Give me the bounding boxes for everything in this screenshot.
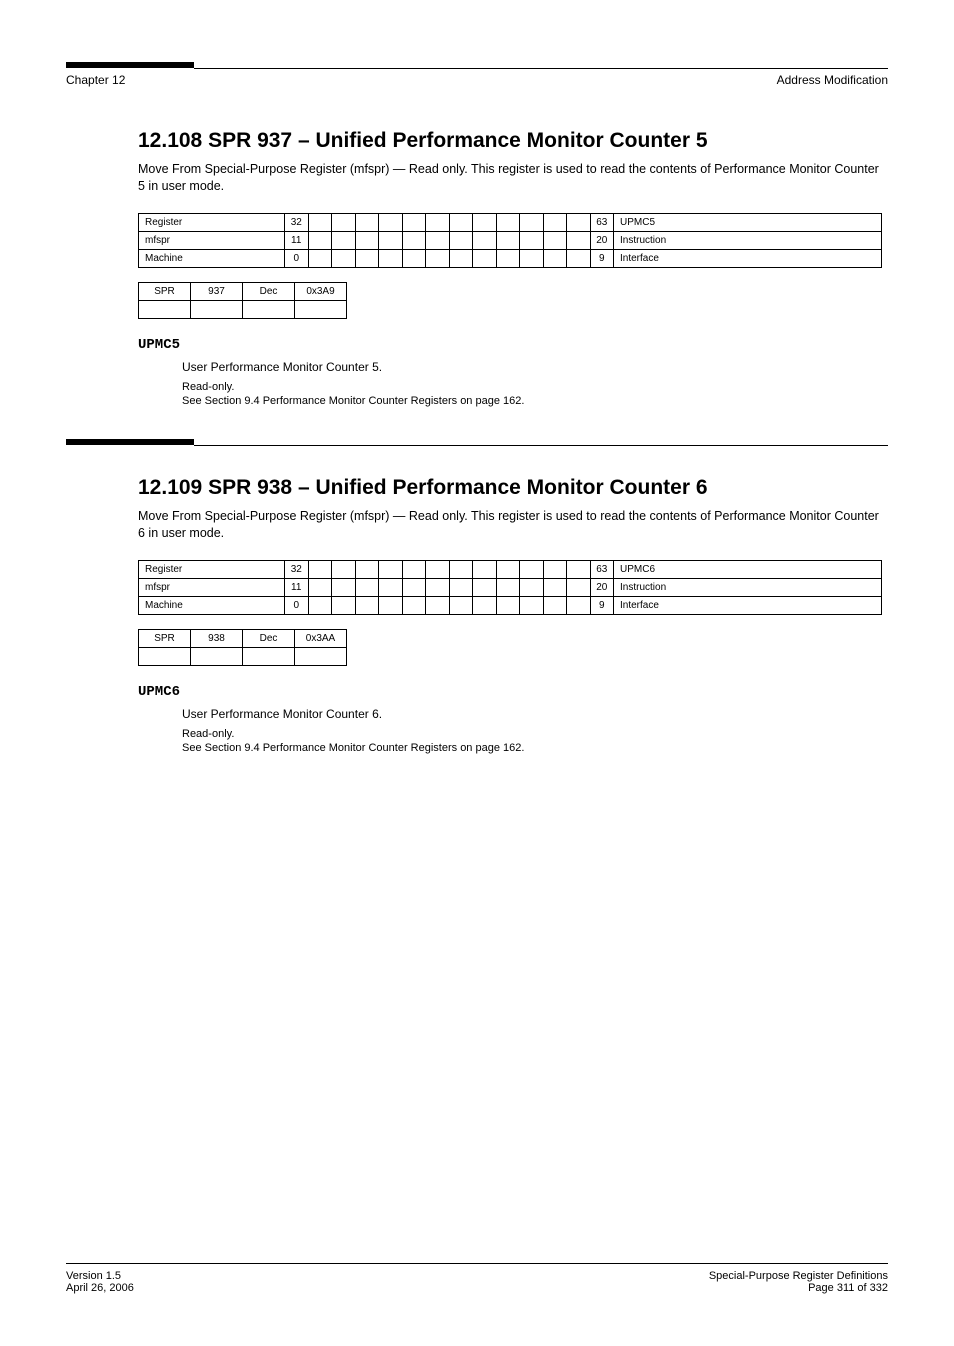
row-desc: Interface: [614, 249, 882, 267]
row-desc: Instruction: [614, 231, 882, 249]
field-name: UPMC6: [138, 684, 882, 700]
bit-cell: [567, 213, 591, 231]
bit-cell: [332, 213, 356, 231]
field-note: See Section 9.4 Performance Monitor Coun…: [182, 395, 882, 407]
bit-row: Machine 0 9 Interface: [139, 249, 882, 267]
row-label: Machine: [139, 596, 285, 614]
footer-chapter: Special-Purpose Register Definitions: [709, 1270, 888, 1282]
header-block: Chapter 12 Address Modification: [66, 62, 888, 87]
bit-cell: [308, 213, 332, 231]
bit-cell: 63: [590, 560, 614, 578]
bit-cell: [543, 213, 567, 231]
row-label: mfspr: [139, 231, 285, 249]
field-name: UPMC5: [138, 337, 882, 353]
row-label: Register: [139, 560, 285, 578]
table-row: [139, 300, 347, 318]
footer-right: Special-Purpose Register Definitions Pag…: [709, 1270, 888, 1294]
cell: [139, 647, 191, 665]
section-desc: Move From Special-Purpose Register (mfsp…: [138, 161, 882, 195]
table-row: SPR 938 Dec 0x3AA: [139, 629, 347, 647]
header-accent-bar: [66, 62, 194, 68]
field-note: Read-only.: [182, 728, 882, 740]
row-label: mfspr: [139, 578, 285, 596]
header-line: Chapter 12 Address Modification: [66, 73, 888, 87]
bit-cell: [473, 213, 497, 231]
bit-cell: 9: [590, 249, 614, 267]
section-desc: Move From Special-Purpose Register (mfsp…: [138, 508, 882, 542]
cell: 0x3AA: [295, 629, 347, 647]
footer-left: Version 1.5 April 26, 2006: [66, 1270, 134, 1294]
section-title: 12.109 SPR 938 – Unified Performance Mon…: [138, 476, 882, 500]
row-desc: Instruction: [614, 578, 882, 596]
cell: [295, 647, 347, 665]
row-desc: UPMC6: [614, 560, 882, 578]
section-title: 12.108 SPR 937 – Unified Performance Mon…: [138, 129, 882, 153]
footer-date: April 26, 2006: [66, 1282, 134, 1294]
bit-cell: 63: [590, 213, 614, 231]
cell: 938: [191, 629, 243, 647]
bit-cell: 0: [285, 596, 309, 614]
table-row: [139, 647, 347, 665]
bit-header-row: Register 32 63 UPMC6: [139, 560, 882, 578]
row-desc: UPMC5: [614, 213, 882, 231]
header-rule: [194, 68, 888, 69]
bit-row: mfspr 11 20 Instruction: [139, 231, 882, 249]
bit-cell: [379, 213, 403, 231]
field-note: Read-only.: [182, 381, 882, 393]
bit-cell: [449, 213, 473, 231]
bit-cell: [520, 213, 544, 231]
bit-header-row: Register 32 63 UPMC5: [139, 213, 882, 231]
field-desc: User Performance Monitor Counter 5.: [182, 359, 882, 375]
bit-cell: [426, 213, 450, 231]
footer: Version 1.5 April 26, 2006 Special-Purpo…: [66, 1263, 888, 1294]
cell: SPR: [139, 282, 191, 300]
bit-row: mfspr 11 20 Instruction: [139, 578, 882, 596]
field-note: See Section 9.4 Performance Monitor Coun…: [182, 742, 882, 754]
cell: [191, 647, 243, 665]
footer-page: Page 311 of 332: [709, 1282, 888, 1294]
spr-table: SPR 938 Dec 0x3AA: [138, 629, 347, 666]
page: Chapter 12 Address Modification 12.108 S…: [0, 0, 954, 1346]
bit-cell: [402, 213, 426, 231]
bit-cell: 9: [590, 596, 614, 614]
bit-cell: 32: [285, 213, 309, 231]
cell: [139, 300, 191, 318]
header-left: Chapter 12: [66, 73, 125, 87]
cell: 0x3A9: [295, 282, 347, 300]
bit-cell: [355, 213, 379, 231]
row-label: Register: [139, 213, 285, 231]
cell: 937: [191, 282, 243, 300]
bit-cell: 32: [285, 560, 309, 578]
table-row: SPR 937 Dec 0x3A9: [139, 282, 347, 300]
bit-table: Register 32 63 UPMC5 mfspr 11: [138, 213, 882, 268]
cell: [243, 647, 295, 665]
section-rule: [194, 445, 888, 446]
cell: [243, 300, 295, 318]
cell: [295, 300, 347, 318]
section-938: 12.109 SPR 938 – Unified Performance Mon…: [138, 476, 882, 754]
bit-cell: 11: [285, 231, 309, 249]
cell: SPR: [139, 629, 191, 647]
mid-separator: [66, 439, 888, 446]
spr-table: SPR 937 Dec 0x3A9: [138, 282, 347, 319]
row-label: Machine: [139, 249, 285, 267]
header-right: Address Modification: [777, 73, 888, 87]
bit-cell: 20: [590, 231, 614, 249]
cell: [191, 300, 243, 318]
row-desc: Interface: [614, 596, 882, 614]
bit-table: Register 32 63 UPMC6 mfspr 11 20 Instruc…: [138, 560, 882, 615]
cell: Dec: [243, 629, 295, 647]
section-accent-bar: [66, 439, 194, 445]
bit-cell: [496, 213, 520, 231]
footer-version: Version 1.5: [66, 1270, 134, 1282]
section-937: 12.108 SPR 937 – Unified Performance Mon…: [138, 129, 882, 407]
bit-cell: 20: [590, 578, 614, 596]
cell: Dec: [243, 282, 295, 300]
bit-cell: 11: [285, 578, 309, 596]
bit-row: Machine 0 9 Interface: [139, 596, 882, 614]
bit-cell: 0: [285, 249, 309, 267]
field-desc: User Performance Monitor Counter 6.: [182, 706, 882, 722]
